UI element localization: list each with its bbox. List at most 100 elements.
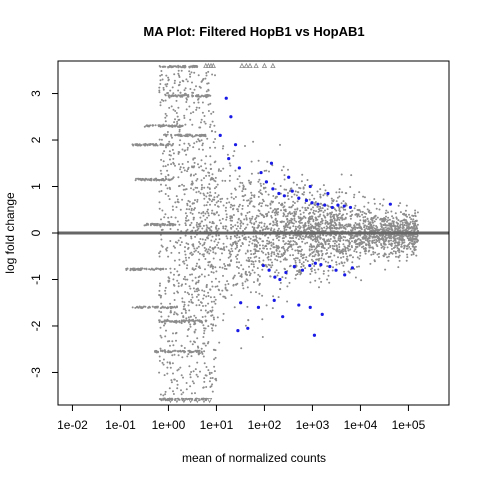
low-count-point <box>186 355 189 358</box>
cloud-point <box>240 347 243 350</box>
streak-point <box>170 144 173 147</box>
streak-point <box>155 349 158 352</box>
cloud-point <box>219 293 222 296</box>
cloud-point <box>390 242 393 245</box>
cloud-point <box>283 205 286 208</box>
cloud-point <box>277 255 280 258</box>
cloud-point <box>400 245 403 248</box>
cloud-point <box>397 266 400 269</box>
low-count-point <box>194 368 197 371</box>
cloud-point <box>287 168 289 171</box>
low-count-point <box>201 289 204 292</box>
cloud-point <box>250 181 252 184</box>
low-count-point <box>165 124 168 127</box>
low-count-point <box>189 73 191 76</box>
cloud-point <box>335 261 338 264</box>
cloud-point <box>250 172 253 175</box>
low-count-point <box>159 250 162 253</box>
low-count-point <box>167 76 170 79</box>
cloud-point <box>337 214 339 217</box>
y-axis-label: log fold change <box>3 192 17 274</box>
cloud-point <box>294 249 297 252</box>
cloud-point <box>416 223 419 226</box>
cloud-point <box>245 218 248 221</box>
cloud-point <box>230 196 233 199</box>
cloud-point <box>285 188 288 191</box>
cloud-point <box>347 240 350 243</box>
streak-point <box>174 125 177 128</box>
cloud-point <box>241 282 244 285</box>
cloud-point <box>333 227 336 230</box>
cloud-point <box>368 209 371 212</box>
cloud-point <box>234 247 237 250</box>
low-count-point <box>205 74 208 77</box>
cloud-point <box>403 247 405 250</box>
low-count-point <box>185 188 188 191</box>
cloud-point <box>414 212 417 215</box>
cloud-point <box>208 260 211 263</box>
significant-point <box>326 191 330 196</box>
low-count-point <box>210 385 213 388</box>
cloud-point <box>190 251 193 254</box>
cloud-point <box>193 202 195 205</box>
cloud-point <box>187 168 189 171</box>
cloud-point <box>233 306 236 309</box>
low-count-point <box>176 228 179 231</box>
cloud-point <box>397 255 400 258</box>
low-count-point <box>182 391 185 394</box>
cloud-point <box>372 247 375 250</box>
low-count-point <box>172 92 175 95</box>
low-count-point <box>187 219 190 222</box>
cloud-point <box>244 280 247 283</box>
y-tick-label: 2 <box>29 136 43 143</box>
cloud-point <box>338 209 341 212</box>
cloud-point <box>245 217 248 220</box>
cloud-point <box>383 248 385 250</box>
low-count-point <box>211 173 214 176</box>
significant-point <box>290 189 294 193</box>
cloud-point <box>384 212 387 215</box>
cloud-point <box>267 263 270 266</box>
cloud-point <box>274 214 277 217</box>
cloud-point <box>234 196 237 198</box>
cloud-point <box>330 197 333 200</box>
cloud-point <box>222 167 225 170</box>
cloud-point <box>349 210 352 213</box>
cloud-point <box>256 278 259 281</box>
cloud-point <box>343 261 346 264</box>
cloud-point <box>300 180 303 183</box>
cloud-point <box>259 189 262 192</box>
cloud-point <box>232 214 235 216</box>
cloud-point <box>327 238 330 241</box>
cloud-point <box>304 242 307 245</box>
low-count-point <box>203 177 205 180</box>
streak-point <box>135 268 138 270</box>
low-count-point <box>190 301 193 303</box>
cloud-point <box>242 222 245 225</box>
cloud-point <box>221 266 224 269</box>
cloud-point <box>362 195 365 198</box>
low-count-point <box>191 180 194 183</box>
cloud-point <box>395 217 398 220</box>
cloud-point <box>277 271 280 274</box>
cloud-point <box>290 220 293 222</box>
clipped-up-marker <box>247 62 253 69</box>
streak-point <box>166 133 169 136</box>
cloud-point <box>412 215 415 217</box>
cloud-point <box>354 276 357 279</box>
cloud-point <box>270 244 273 247</box>
cloud-point <box>237 225 239 228</box>
cloud-point <box>251 269 254 272</box>
cloud-point <box>330 224 333 227</box>
low-count-point <box>206 201 209 204</box>
cloud-point <box>208 194 211 197</box>
cloud-point <box>251 215 254 218</box>
cloud-point <box>390 239 392 242</box>
low-count-point <box>161 78 164 81</box>
low-count-point <box>209 126 211 128</box>
low-count-point <box>200 347 203 350</box>
cloud-point <box>375 241 377 244</box>
cloud-point <box>227 249 230 252</box>
cloud-point <box>222 204 225 207</box>
cloud-point <box>253 281 255 284</box>
